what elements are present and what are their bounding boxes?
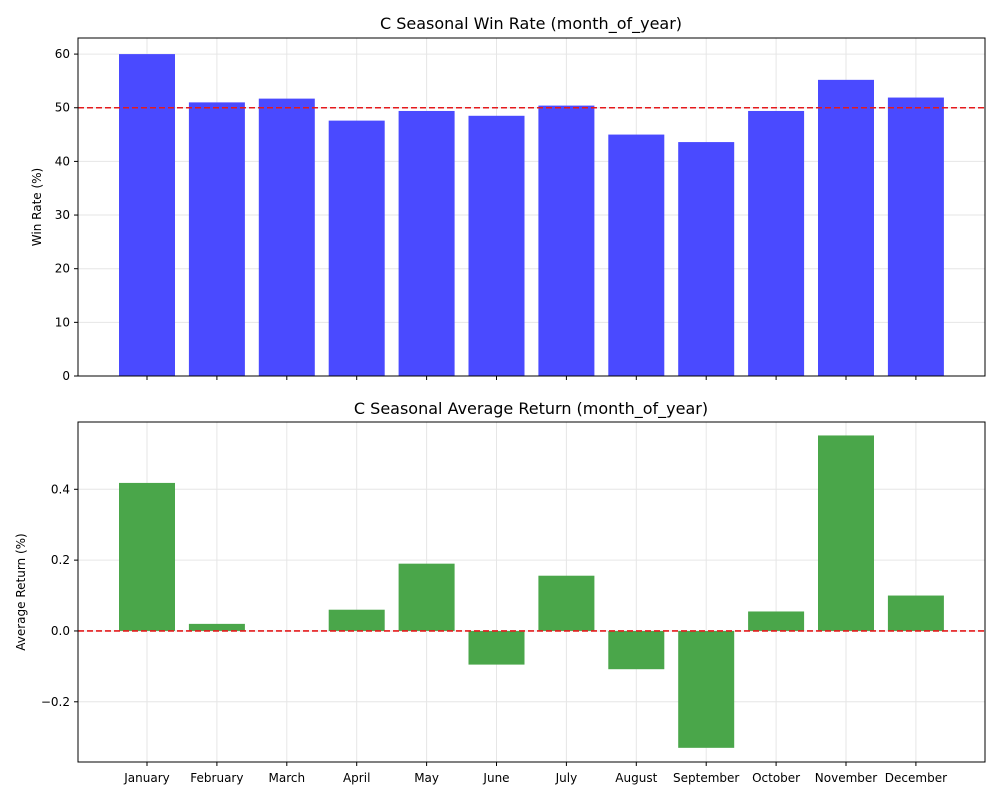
average-return-ylabel: Average Return (%): [14, 533, 28, 651]
win-rate-y-ticks: 0 10 20 30 40 50 60: [55, 47, 78, 383]
bar-may: [398, 110, 455, 376]
y-tick-label: 10: [55, 315, 70, 329]
x-tick-label-december: December: [885, 771, 947, 785]
x-tick-label-february: February: [190, 771, 243, 785]
bar-may: [398, 563, 455, 631]
bar-november: [818, 435, 874, 631]
y-tick-label: 20: [55, 262, 70, 276]
y-tick-label: 40: [55, 154, 70, 168]
bar-august: [608, 630, 665, 670]
x-tick-label-march: March: [269, 771, 306, 785]
y-tick-label: 0.0: [51, 624, 70, 638]
win-rate-chart: C Seasonal Win Rate (month_of_year) Win …: [30, 14, 986, 383]
bar-december: [887, 97, 944, 377]
bar-february: [188, 102, 245, 376]
y-tick-label: 0.4: [51, 482, 70, 496]
bar-november: [818, 79, 874, 376]
bar-september: [678, 630, 735, 748]
bar-june: [468, 630, 525, 665]
bar-july: [538, 575, 595, 631]
y-tick-label: −0.2: [41, 695, 70, 709]
y-tick-label: 0.2: [51, 553, 70, 567]
bar-april: [328, 120, 385, 376]
win-rate-title: C Seasonal Win Rate (month_of_year): [380, 14, 682, 34]
x-tick-label-june: June: [482, 771, 509, 785]
average-return-title: C Seasonal Average Return (month_of_year…: [354, 399, 708, 419]
bar-august: [608, 134, 665, 376]
win-rate-axes-frame: [77, 37, 986, 377]
win-rate-bars: [119, 54, 944, 377]
x-tick-label-may: May: [414, 771, 439, 785]
x-tick-label-september: September: [673, 771, 739, 785]
y-tick-label: 60: [55, 47, 70, 61]
x-tick-label-october: October: [752, 771, 800, 785]
y-tick-label: 0: [62, 369, 70, 383]
bar-october: [748, 611, 805, 631]
x-tick-label-april: April: [343, 771, 370, 785]
x-tick-label-july: July: [555, 771, 578, 785]
average-return-axes-frame: [77, 421, 986, 763]
bar-april: [328, 609, 385, 631]
average-return-y-ticks: −0.2 0.0 0.2 0.4: [41, 482, 78, 709]
x-tick-label-november: November: [815, 771, 877, 785]
y-tick-label: 30: [55, 208, 70, 222]
bar-june: [468, 115, 525, 377]
bar-january: [119, 482, 175, 631]
bar-february: [188, 623, 245, 631]
bar-october: [748, 110, 805, 376]
win-rate-x-ticks: [146, 376, 917, 380]
average-return-x-ticks: January February March April May June July Augu…: [123, 762, 947, 785]
x-tick-label-january: January: [123, 771, 170, 785]
bar-july: [538, 105, 595, 376]
average-return-bars: [119, 435, 944, 748]
y-tick-label: 50: [55, 101, 70, 115]
win-rate-ylabel: Win Rate (%): [30, 168, 44, 246]
average-return-chart: C Seasonal Average Return (month_of_year…: [14, 399, 986, 785]
bar-january: [119, 54, 175, 376]
x-tick-label-august: August: [615, 771, 657, 785]
bar-september: [678, 142, 735, 376]
bar-december: [887, 595, 944, 631]
bar-march: [258, 98, 315, 376]
